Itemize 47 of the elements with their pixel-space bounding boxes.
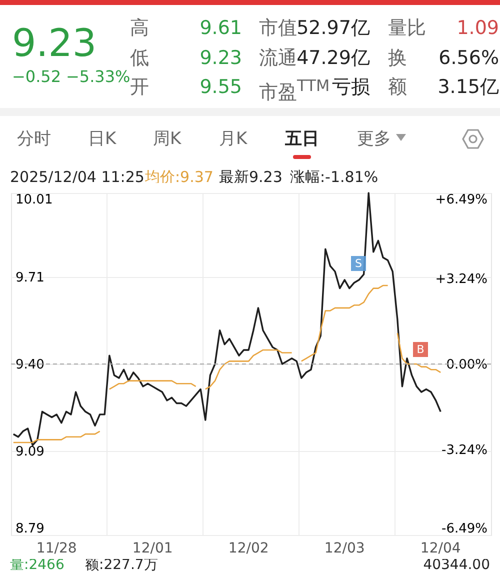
- text: 9.23: [200, 46, 242, 70]
- y-tick-label: 10.01: [16, 192, 53, 208]
- text: 9.55: [200, 76, 242, 98]
- y2-tick-label: +6.49%: [435, 192, 488, 208]
- text: 高: [130, 16, 149, 40]
- text: 市盈$^{TTM}$: [259, 76, 330, 104]
- text: 47.29亿: [296, 46, 370, 70]
- y-tick-label: 9.71: [16, 270, 44, 286]
- text: −5.33%: [66, 67, 130, 87]
- x-tick-label: 12/02: [228, 540, 269, 556]
- text: 流通: [259, 46, 297, 70]
- text: 日K: [88, 128, 116, 150]
- y2-tick-label: +3.24%: [435, 272, 488, 288]
- text: 均价:9.37: [145, 168, 214, 186]
- text: 周K: [153, 128, 182, 150]
- y2-tick-label: -3.24%: [442, 442, 488, 458]
- text: 52.97亿: [296, 16, 370, 40]
- text: 五日: [285, 128, 319, 150]
- annotation: S: [351, 256, 366, 270]
- text: 9.61: [200, 16, 242, 40]
- text: 量比: [388, 16, 426, 40]
- x-tick-label: 12/03: [324, 540, 365, 556]
- x-tick-label: 11/28: [36, 540, 77, 556]
- text: 亏损: [332, 76, 370, 98]
- text: 3.15亿: [438, 76, 499, 98]
- text: 分时: [17, 128, 51, 150]
- text: 9.23: [12, 21, 97, 67]
- text: 市值: [259, 16, 297, 40]
- text: 开: [130, 76, 149, 98]
- annotation: B: [413, 342, 428, 356]
- text: 40344.00: [423, 556, 490, 574]
- x-tick-label: 12/01: [132, 540, 173, 556]
- text: 1.09: [456, 16, 499, 40]
- text: 涨幅:-1.81%: [290, 168, 378, 186]
- x-tick-label: 12/04: [420, 540, 461, 556]
- text: 额: [388, 76, 407, 98]
- text: −0.52: [12, 67, 62, 87]
- text: 6.56%: [438, 46, 499, 70]
- text: 低: [130, 46, 149, 70]
- text: 更多: [357, 128, 391, 150]
- text: 最新9.23: [219, 168, 282, 186]
- text: 换: [388, 46, 407, 70]
- y2-tick-label: -6.49%: [442, 522, 488, 536]
- y-tick-label: 9.09: [16, 444, 44, 460]
- text: 月K: [219, 128, 248, 150]
- y-tick-label: 8.79: [16, 522, 44, 536]
- text: 2025/12/04 11:25: [10, 168, 144, 186]
